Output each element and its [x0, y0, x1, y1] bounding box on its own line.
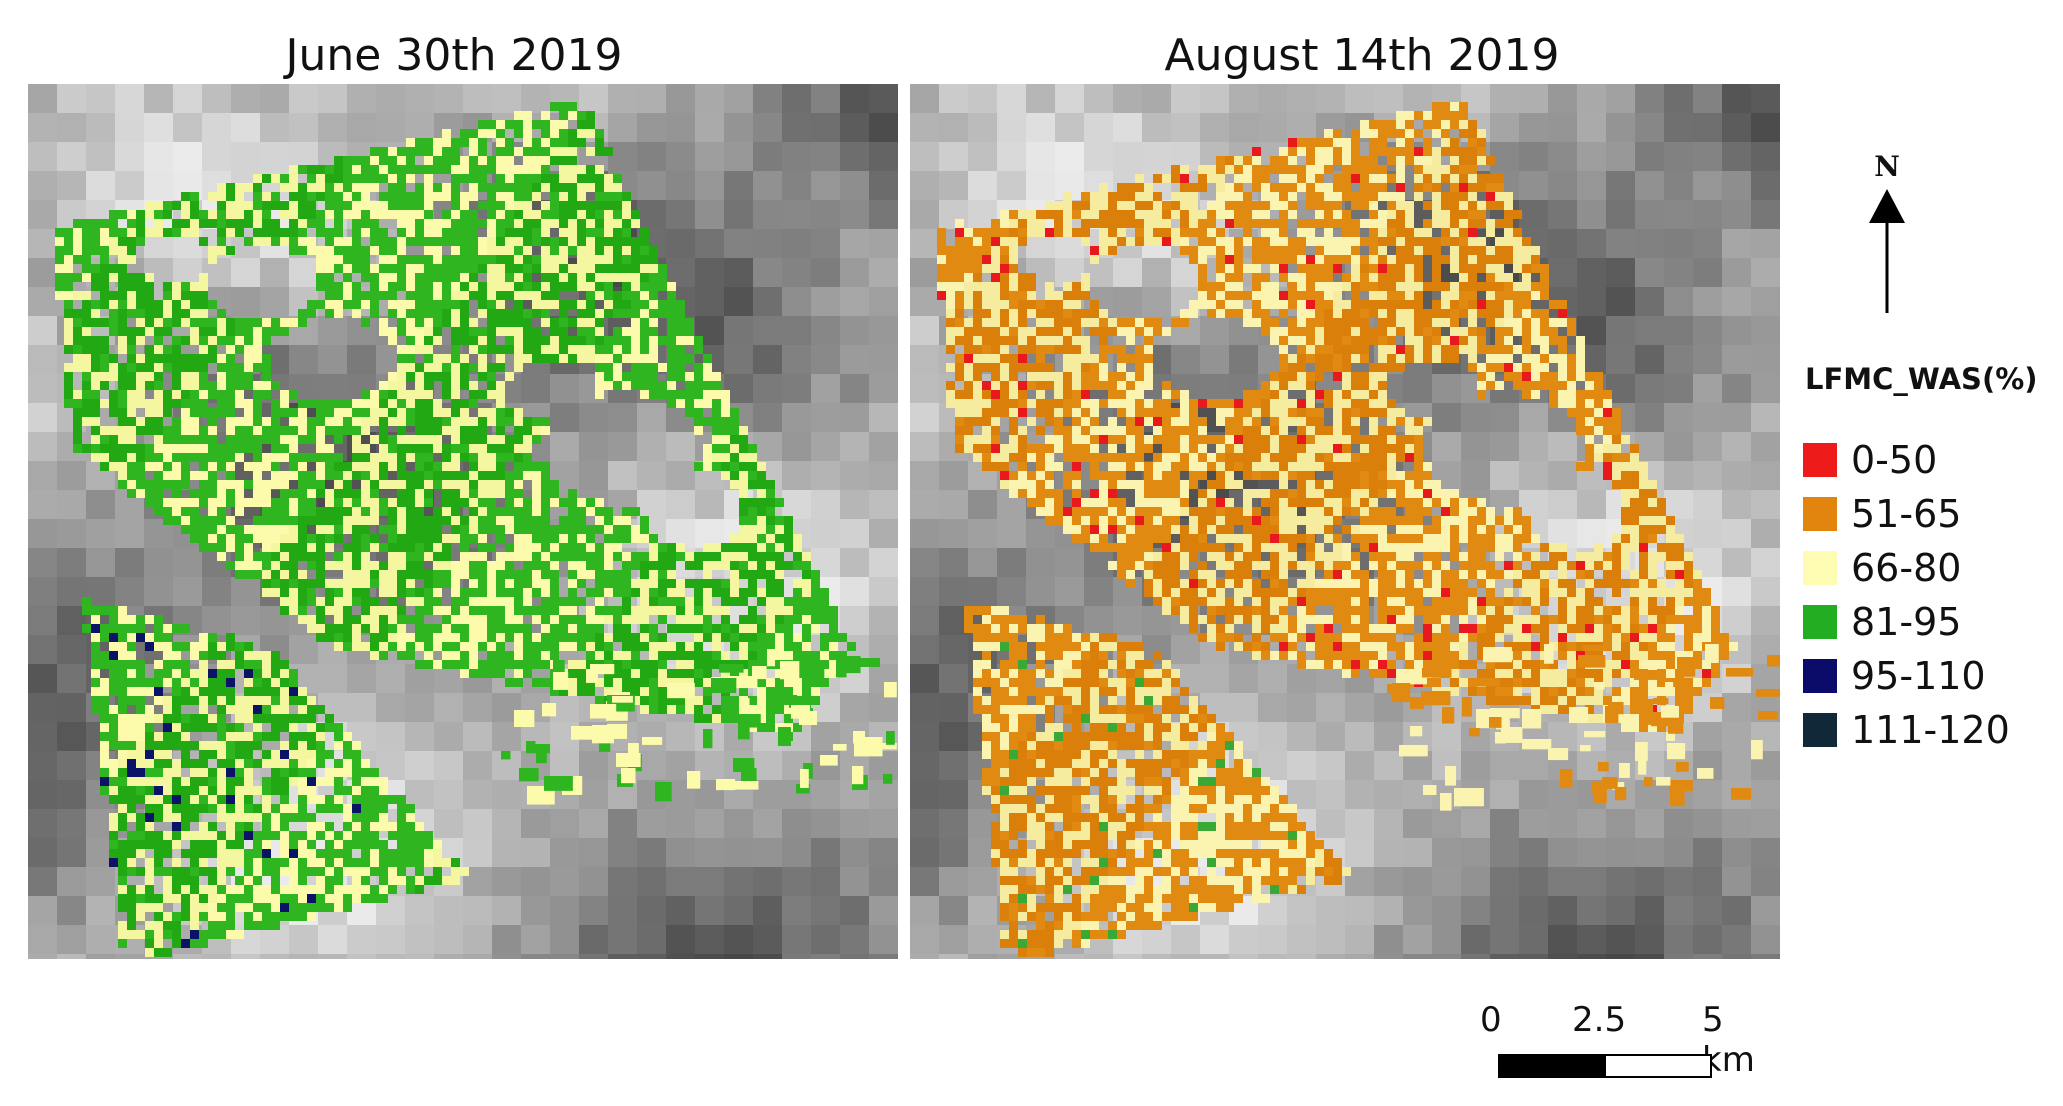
north-label: N [1874, 150, 1900, 183]
legend-swatch [1803, 443, 1837, 477]
legend-swatch [1803, 497, 1837, 531]
map-august-canvas [910, 84, 1780, 959]
legend-swatch [1803, 605, 1837, 639]
legend-swatch [1803, 551, 1837, 585]
legend-label: 95-110 [1851, 654, 1986, 698]
legend-swatch [1803, 713, 1837, 747]
legend-label: 66-80 [1851, 546, 1962, 590]
panel-title-left: June 30th 2019 [285, 30, 623, 81]
scale-label-0: 0 [1480, 1000, 1502, 1040]
legend-label: 51-65 [1851, 492, 1962, 536]
legend-item: 66-80 [1803, 546, 1962, 590]
scale-label-mid: 2.5 [1572, 1000, 1627, 1040]
panel-title-right: August 14th 2019 [1164, 30, 1560, 81]
legend-item: 95-110 [1803, 654, 1986, 698]
map-august [910, 84, 1780, 959]
legend-label: 81-95 [1851, 600, 1962, 644]
legend-item: 111-120 [1803, 708, 2010, 752]
north-arrow: N [1862, 150, 1912, 317]
legend-swatch [1803, 659, 1837, 693]
legend-item: 51-65 [1803, 492, 1962, 536]
map-june-canvas [28, 84, 898, 959]
legend-label: 111-120 [1851, 708, 2010, 752]
legend-label: 0-50 [1851, 438, 1938, 482]
scale-bar-graphic [1498, 1054, 1712, 1078]
legend-item: 81-95 [1803, 600, 1962, 644]
legend-item: 0-50 [1803, 438, 1938, 482]
map-june [28, 84, 898, 959]
north-arrow-icon [1869, 189, 1905, 313]
legend-title: LFMC_WAS(%) [1805, 362, 2038, 396]
